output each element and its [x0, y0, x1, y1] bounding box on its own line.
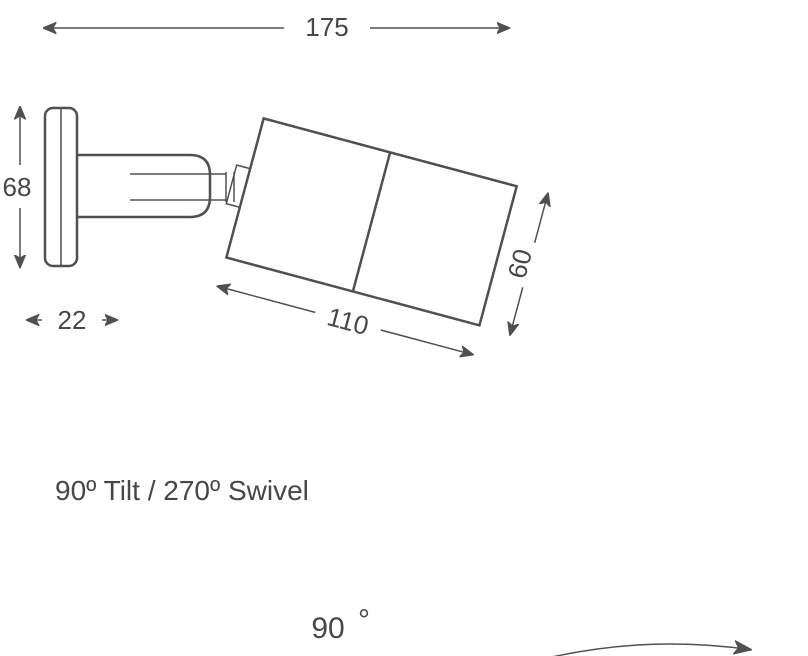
arc-degree-symbol: °: [358, 604, 370, 637]
dim-overall-width: 175: [45, 12, 508, 42]
spec-label: 90º Tilt / 270º Swivel: [55, 475, 309, 506]
dim-overall-width-value: 175: [305, 12, 348, 42]
spotlight-head: 110 60: [201, 115, 553, 379]
dimension-diagram: 175 68 22 110: [0, 0, 808, 656]
mount-stem: [130, 172, 234, 202]
dim-base-depth: 22: [28, 305, 116, 335]
dim-head-width-value: 60: [502, 246, 538, 282]
base-plate: [45, 108, 77, 266]
dim-base-height-value: 68: [3, 172, 32, 202]
dim-base-depth-value: 22: [58, 305, 87, 335]
dim-base-height: 68: [3, 108, 32, 266]
swivel-arc: 90 °: [112, 604, 750, 656]
dim-head-length-value: 110: [324, 301, 372, 341]
mount-neck: [77, 155, 210, 217]
dim-head-length: 110: [215, 272, 476, 369]
arc-angle-value: 90: [311, 612, 344, 645]
